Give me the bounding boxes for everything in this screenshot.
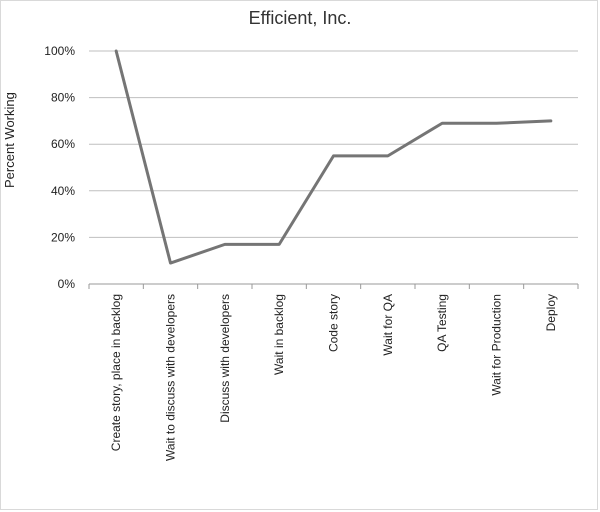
y-tick-label: 60%: [51, 137, 75, 151]
y-tick-label: 20%: [51, 230, 75, 244]
y-tick-label: 40%: [51, 184, 75, 198]
x-category-label: Wait for Production: [490, 294, 504, 396]
y-tick-label: 100%: [44, 44, 75, 58]
series-line: [114, 49, 553, 265]
x-category-label: QA Testing: [435, 294, 449, 352]
x-category-label: Wait in backlog: [272, 294, 286, 375]
x-category-label: Deploy: [544, 294, 558, 331]
x-category-label: Create story, place in backlog: [109, 294, 123, 451]
chart-title: Efficient, Inc.: [248, 8, 352, 28]
y-tick-label: 80%: [51, 91, 75, 105]
x-category-label: Discuss with developers: [218, 294, 232, 423]
x-category-label: Wait for QA: [381, 294, 395, 356]
x-category-label: Code story: [327, 294, 341, 352]
x-category-label: Wait to discuss with developers: [164, 294, 178, 461]
y-tick-label: 0%: [58, 277, 76, 291]
